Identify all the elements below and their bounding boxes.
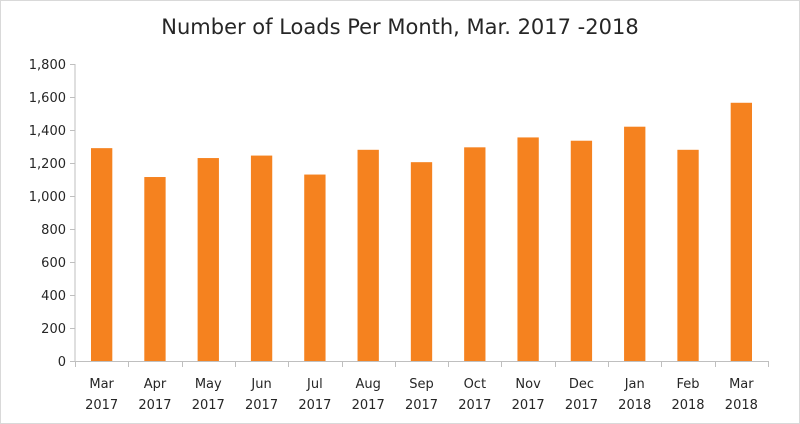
x-tick-label-month: Feb — [677, 377, 700, 392]
x-tick-label-month: May — [195, 377, 222, 392]
x-axis: Mar 2017 Apr 2017 May 2017 Jun 2017 Jul 2017 Aug 20… — [75, 361, 769, 413]
x-tick-label-year: 2017 — [458, 398, 491, 413]
x-tick-label-month: Aug — [355, 377, 380, 392]
bar — [730, 102, 753, 362]
bar — [570, 140, 593, 361]
x-tick-label-month: Apr — [144, 377, 167, 392]
bar — [144, 177, 166, 361]
x-tick-label-month: Mar — [89, 377, 114, 392]
bar — [464, 147, 486, 361]
bar — [517, 137, 539, 361]
bar — [250, 155, 273, 361]
x-tick-label-year: 2017 — [85, 398, 118, 413]
x-tick-label-year: 2017 — [565, 398, 598, 413]
bars — [90, 102, 753, 362]
x-tick-label-year: 2017 — [405, 398, 438, 413]
bar — [304, 174, 326, 361]
x-tick-label-month: Oct — [464, 377, 486, 392]
chart-title: Number of Loads Per Month, Mar. 2017 -20… — [161, 15, 638, 39]
x-tick-label-year: 2017 — [245, 398, 278, 413]
x-tick-label-year: 2017 — [192, 398, 225, 413]
y-axis: 0 200 400 600 800 1,000 1,200 1,400 1,600 1,800 — [29, 58, 76, 370]
y-tick-label: 800 — [41, 223, 66, 238]
x-tick-label-month: Jun — [250, 377, 271, 392]
x-tick-label-month: Dec — [569, 377, 594, 392]
x-tick-label-month: Mar — [729, 377, 754, 392]
x-tick-label-year: 2017 — [352, 398, 385, 413]
x-tick-label-month: Jul — [306, 377, 323, 392]
y-tick-label: 1,200 — [29, 157, 66, 172]
y-tick-label: 600 — [41, 256, 66, 271]
y-tick-label: 200 — [41, 322, 66, 337]
bar — [90, 148, 113, 361]
y-tick-label: 400 — [41, 289, 66, 304]
x-tick-label-month: Sep — [409, 377, 434, 392]
y-tick-label: 1,600 — [29, 91, 66, 106]
y-tick-label: 1,400 — [29, 124, 66, 139]
x-tick-label-year: 2018 — [671, 398, 704, 413]
x-tick-label-year: 2017 — [512, 398, 545, 413]
bar — [357, 149, 379, 361]
bar — [410, 162, 433, 361]
x-tick-label-month: Jan — [624, 377, 645, 392]
x-tick-label-month: Nov — [515, 377, 541, 392]
x-tick-label-year: 2017 — [298, 398, 331, 413]
y-tick-label: 1,800 — [29, 58, 66, 73]
y-tick-label: 1,000 — [29, 190, 66, 205]
bar — [197, 158, 219, 361]
bar — [677, 149, 699, 361]
x-tick-label-year: 2018 — [618, 398, 651, 413]
x-tick-label-year: 2017 — [138, 398, 171, 413]
bar — [624, 126, 646, 361]
y-tick-label: 0 — [58, 355, 66, 370]
x-tick-label-year: 2018 — [725, 398, 758, 413]
